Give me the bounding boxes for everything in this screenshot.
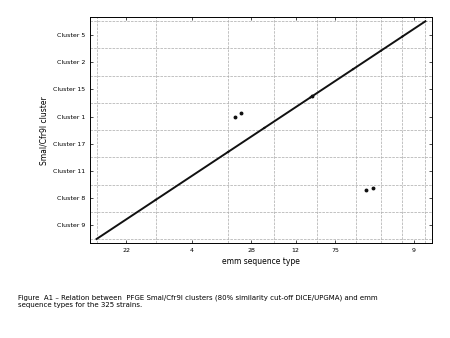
Text: Figure  A1 – Relation between  PFGE SmaI/Cfr9I clusters (80% similarity cut-off : Figure A1 – Relation between PFGE SmaI/C… bbox=[18, 294, 378, 308]
X-axis label: emm sequence type: emm sequence type bbox=[222, 258, 300, 266]
Y-axis label: SmaI/Cfr9I cluster: SmaI/Cfr9I cluster bbox=[40, 96, 49, 165]
